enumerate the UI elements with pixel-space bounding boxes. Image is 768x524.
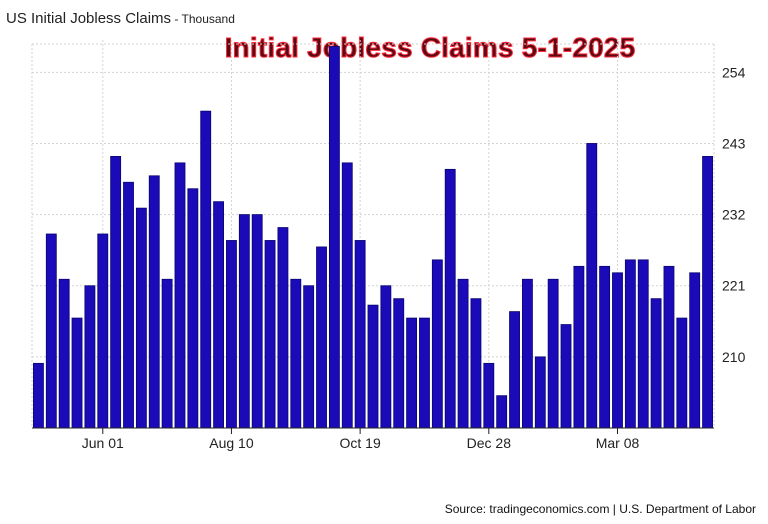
bar (573, 265, 585, 429)
bar (251, 214, 263, 429)
bar (45, 233, 57, 429)
bar (303, 285, 315, 429)
bar (457, 278, 469, 429)
bar (419, 317, 430, 429)
y-tick-label: 221 (722, 278, 746, 294)
bar (380, 285, 392, 429)
bar (110, 155, 122, 429)
bar (483, 362, 495, 429)
title-separator: - (171, 12, 182, 26)
bar (367, 304, 379, 429)
bar (637, 259, 649, 429)
bar (663, 265, 675, 429)
x-tick-label: Oct 19 (340, 435, 381, 451)
bar (599, 265, 611, 429)
bar (84, 285, 96, 429)
bar (444, 168, 456, 429)
chart-units: Thousand (181, 12, 235, 26)
bar (586, 143, 598, 429)
bar (650, 298, 662, 429)
x-tick-label: Mar 08 (596, 435, 640, 451)
bar (316, 246, 327, 429)
bar (521, 278, 533, 429)
bar (33, 362, 44, 429)
bar (290, 278, 302, 429)
bar (277, 227, 289, 429)
bar (406, 317, 418, 429)
x-tick-label: Dec 28 (467, 435, 512, 451)
bar (148, 175, 160, 429)
source-footer: Source: tradingeconomics.com | U.S. Depa… (444, 502, 756, 516)
bar (97, 233, 109, 429)
bar (689, 272, 701, 429)
bar (135, 207, 147, 429)
bar (341, 162, 353, 429)
x-tick-label: Jun 01 (82, 435, 124, 451)
bar (393, 298, 405, 429)
bar (431, 259, 443, 429)
bar (174, 162, 186, 429)
bar (123, 181, 134, 429)
bar (71, 317, 83, 429)
bar (702, 155, 713, 429)
bar (328, 46, 340, 429)
y-tick-label: 243 (722, 135, 746, 151)
bar (624, 259, 636, 429)
bar (612, 272, 623, 429)
chart-title: US Initial Jobless Claims (6, 10, 172, 27)
bar (226, 240, 237, 429)
bar (676, 317, 688, 429)
bar (470, 298, 482, 429)
bar (354, 240, 366, 429)
y-tick-label: 232 (722, 207, 746, 223)
y-tick-label: 254 (722, 64, 746, 80)
bar (560, 324, 572, 429)
bar (238, 214, 250, 429)
bar (213, 201, 225, 429)
bar (509, 311, 520, 429)
x-tick-label: Aug 10 (209, 435, 254, 451)
bar (161, 278, 173, 429)
chart-header: US Initial Jobless Claims - Thousand (6, 10, 235, 28)
bar (496, 395, 508, 429)
bar (264, 240, 276, 429)
y-tick-label: 210 (722, 349, 746, 365)
bar (547, 278, 559, 429)
overlay-title: Initial Jobless Claims 5-1-2025 (224, 32, 636, 64)
bar (534, 356, 546, 429)
bar (200, 110, 212, 429)
bar (187, 188, 199, 429)
bar (58, 278, 70, 429)
